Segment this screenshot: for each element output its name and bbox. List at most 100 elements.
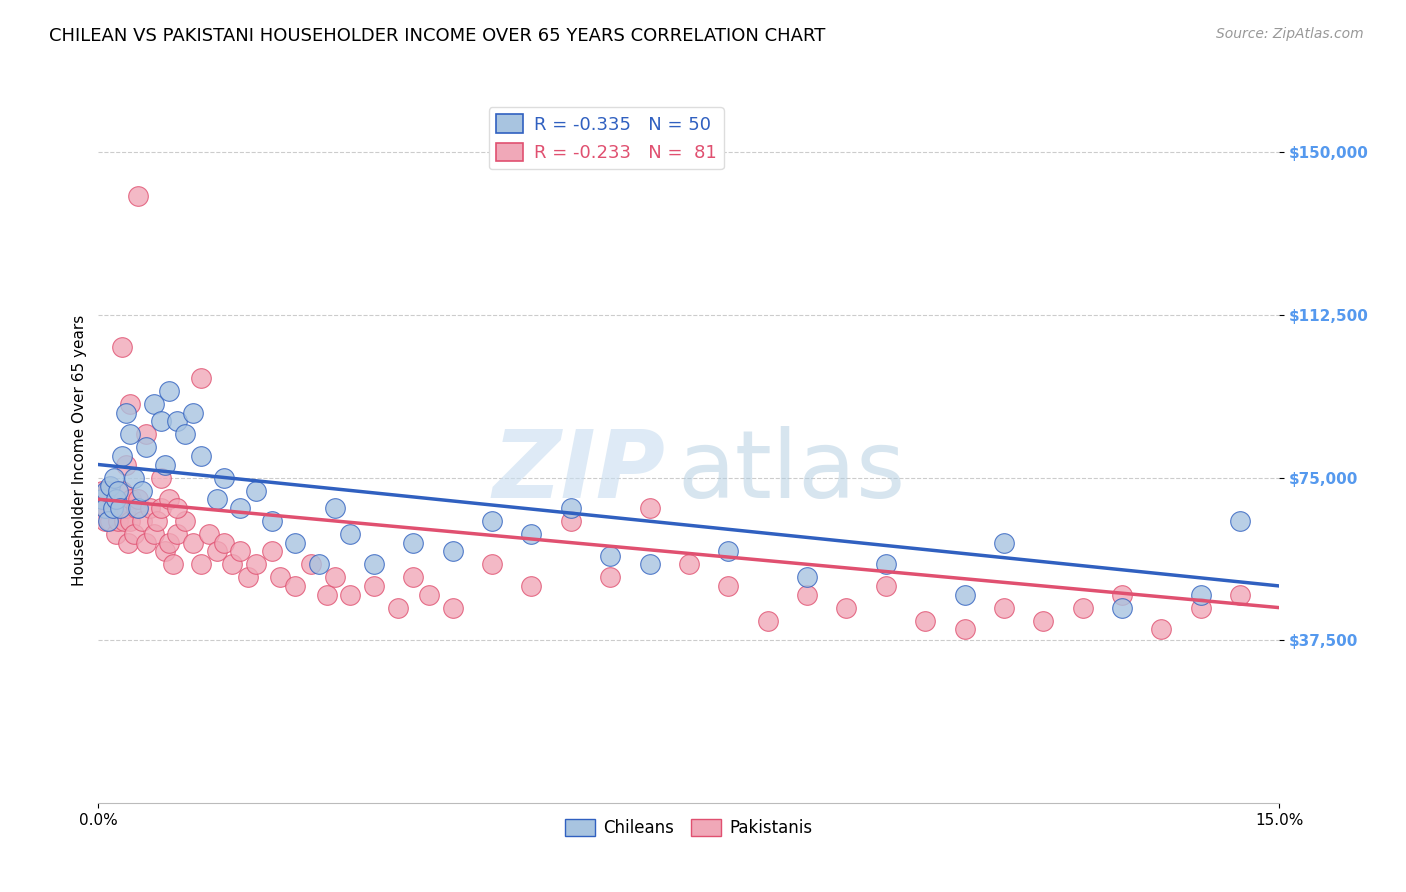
Point — [107, 483, 129, 498]
Point — [1229, 588, 1251, 602]
Point — [190, 449, 212, 463]
Point — [717, 579, 740, 593]
Point — [1032, 614, 1054, 628]
Point — [101, 500, 124, 515]
Point — [299, 558, 322, 572]
Point — [245, 483, 267, 498]
Point — [993, 535, 1015, 549]
Point — [150, 500, 173, 515]
Point — [993, 600, 1015, 615]
Point — [146, 514, 169, 528]
Point — [127, 188, 149, 202]
Point — [155, 544, 177, 558]
Point — [190, 558, 212, 572]
Point — [402, 570, 425, 584]
Point — [97, 514, 120, 528]
Point — [135, 535, 157, 549]
Point — [1229, 514, 1251, 528]
Point — [157, 492, 180, 507]
Point — [1189, 588, 1212, 602]
Point — [214, 535, 236, 549]
Point — [835, 600, 858, 615]
Point — [135, 440, 157, 454]
Point — [402, 535, 425, 549]
Point — [91, 483, 114, 498]
Point — [953, 623, 976, 637]
Point — [323, 500, 346, 515]
Point — [111, 341, 134, 355]
Point — [122, 527, 145, 541]
Point — [131, 483, 153, 498]
Point — [93, 500, 115, 515]
Point — [142, 527, 165, 541]
Point — [98, 479, 121, 493]
Point — [229, 544, 252, 558]
Point — [135, 427, 157, 442]
Point — [150, 414, 173, 428]
Point — [162, 558, 184, 572]
Point — [115, 500, 138, 515]
Y-axis label: Householder Income Over 65 years: Householder Income Over 65 years — [72, 315, 87, 586]
Point — [98, 514, 121, 528]
Point — [93, 514, 115, 528]
Point — [245, 558, 267, 572]
Point — [875, 579, 897, 593]
Point — [560, 500, 582, 515]
Point — [127, 500, 149, 515]
Point — [115, 405, 138, 419]
Point — [155, 458, 177, 472]
Point — [138, 500, 160, 515]
Point — [112, 514, 135, 528]
Point — [190, 371, 212, 385]
Point — [363, 558, 385, 572]
Point — [90, 500, 112, 515]
Point — [174, 427, 197, 442]
Text: Source: ZipAtlas.com: Source: ZipAtlas.com — [1216, 27, 1364, 41]
Point — [418, 588, 440, 602]
Point — [875, 558, 897, 572]
Point — [363, 579, 385, 593]
Point — [1111, 600, 1133, 615]
Point — [91, 492, 114, 507]
Point — [101, 492, 124, 507]
Text: CHILEAN VS PAKISTANI HOUSEHOLDER INCOME OVER 65 YEARS CORRELATION CHART: CHILEAN VS PAKISTANI HOUSEHOLDER INCOME … — [49, 27, 825, 45]
Point — [260, 514, 283, 528]
Point — [103, 470, 125, 484]
Point — [441, 600, 464, 615]
Point — [638, 558, 661, 572]
Point — [481, 514, 503, 528]
Point — [1071, 600, 1094, 615]
Point — [131, 514, 153, 528]
Point — [122, 470, 145, 484]
Point — [560, 514, 582, 528]
Text: atlas: atlas — [678, 425, 905, 517]
Point — [104, 527, 127, 541]
Point — [678, 558, 700, 572]
Point — [181, 535, 204, 549]
Point — [339, 588, 361, 602]
Point — [284, 535, 307, 549]
Point — [117, 535, 139, 549]
Point — [796, 588, 818, 602]
Point — [110, 500, 132, 515]
Point — [914, 614, 936, 628]
Point — [236, 570, 259, 584]
Point — [205, 492, 228, 507]
Point — [1111, 588, 1133, 602]
Point — [118, 514, 141, 528]
Point — [103, 500, 125, 515]
Point — [111, 483, 134, 498]
Point — [150, 470, 173, 484]
Text: ZIP: ZIP — [492, 425, 665, 517]
Point — [284, 579, 307, 593]
Point — [205, 544, 228, 558]
Point — [96, 500, 118, 515]
Point — [953, 588, 976, 602]
Point — [387, 600, 409, 615]
Point — [127, 492, 149, 507]
Point — [441, 544, 464, 558]
Point — [481, 558, 503, 572]
Point — [638, 500, 661, 515]
Point — [214, 470, 236, 484]
Point — [166, 527, 188, 541]
